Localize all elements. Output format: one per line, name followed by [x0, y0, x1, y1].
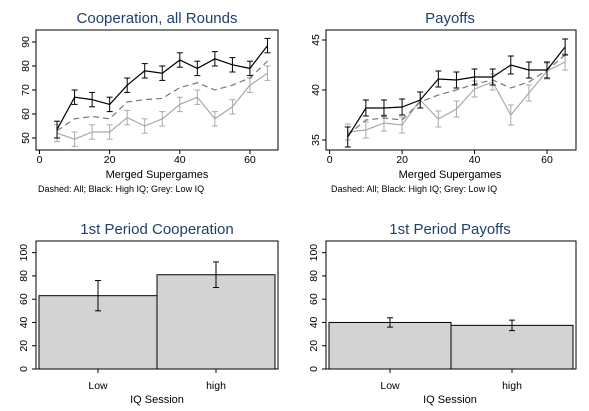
x-axis-label: Merged Supergames	[399, 169, 502, 181]
y-tick-label: 80	[20, 60, 32, 72]
x-tick-label: 0	[327, 154, 333, 166]
y-tick-label: 35	[310, 134, 322, 146]
y-tick-label: 40	[18, 316, 30, 328]
y-tick-label: 70	[20, 84, 32, 96]
y-tick-label: 0	[18, 366, 30, 372]
chart-first-period-cooperation: 1st Period Cooperation 0 20 40 60 80 100 Low hi…	[18, 221, 279, 406]
chart-note: Dashed: All; Black: High IQ; Grey: Low I…	[331, 184, 497, 194]
panel-first-period-cooperation: 1st Period Cooperation 0 20 40 60 80 100 Low hi…	[0, 205, 289, 411]
x-axis-label: IQ Session	[423, 394, 477, 406]
y-tick-label: 80	[18, 270, 30, 282]
chart-title: Cooperation, all Rounds	[77, 10, 238, 27]
panel-cooperation-all-rounds: Cooperation, all Rounds 0 20 40 60 50 60 70 80 9…	[0, 0, 289, 200]
x-tick-label: 20	[104, 154, 116, 166]
series-line-all	[347, 54, 566, 136]
y-tick-label: 20	[18, 340, 30, 352]
y-tick-label: 90	[20, 36, 32, 48]
plot-area: 0 20 40 60 80 100 Low high	[308, 240, 577, 392]
y-tick-label: 20	[308, 340, 320, 352]
x-axis-label: IQ Session	[130, 394, 184, 406]
y-tick-label: 40	[310, 84, 322, 96]
y-tick-label: 80	[308, 270, 320, 282]
y-tick-label: 0	[308, 366, 320, 372]
x-axis-label: Merged Supergames	[106, 169, 209, 181]
y-tick-label: 40	[308, 316, 320, 328]
y-tick-label: 60	[20, 108, 32, 120]
chart-title: 1st Period Payoffs	[389, 221, 510, 238]
plot-area: 0 20 40 60 35 40 45	[310, 29, 577, 166]
y-tick-label: 50	[20, 132, 32, 144]
series-line-low-iq	[347, 61, 566, 133]
x-tick-label: 60	[244, 154, 256, 166]
x-tick-label-high: high	[502, 380, 522, 392]
x-tick-label-high: high	[206, 380, 226, 392]
y-tick-label: 60	[18, 293, 30, 305]
x-tick-label: 20	[396, 154, 408, 166]
x-tick-label: 60	[541, 154, 553, 166]
x-tick-label: 0	[37, 154, 43, 166]
x-tick-label-low: Low	[380, 380, 400, 392]
chart-first-period-payoffs: 1st Period Payoffs 0 20 40 60 80 100 Low high I…	[308, 221, 577, 406]
plot-area: 0 20 40 60 80 100 Low high	[18, 240, 279, 392]
chart-title: 1st Period Cooperation	[80, 221, 233, 238]
chart-title: Payoffs	[425, 10, 475, 27]
chart-cooperation-all-rounds: Cooperation, all Rounds 0 20 40 60 50 60 70 80 9…	[20, 10, 279, 194]
y-tick-label: 45	[310, 34, 322, 46]
bar-low	[328, 321, 452, 370]
x-tick-label-low: Low	[88, 380, 108, 392]
y-tick-label: 100	[18, 244, 30, 262]
series-line-high-iq	[56, 45, 268, 130]
plot-area: 0 20 40 60 50 60 70 80 90	[20, 29, 279, 166]
panel-first-period-payoffs: 1st Period Payoffs 0 20 40 60 80 100 Low high I…	[298, 205, 587, 411]
series-line-all	[56, 60, 268, 132]
panel-payoffs: Payoffs 0 20 40 60 35 40 45 Merged Supergames …	[298, 0, 587, 200]
plot-frame	[325, 29, 577, 151]
chart-note: Dashed: All; Black: High IQ; Grey: Low I…	[38, 184, 204, 194]
series-line-low-iq	[56, 72, 268, 140]
x-tick-label: 40	[174, 154, 186, 166]
series-line-high-iq	[347, 46, 566, 138]
x-tick-label: 40	[469, 154, 481, 166]
bar-high	[450, 324, 574, 370]
y-tick-label: 100	[308, 244, 320, 262]
bar-high	[156, 274, 276, 370]
y-tick-label: 60	[308, 293, 320, 305]
